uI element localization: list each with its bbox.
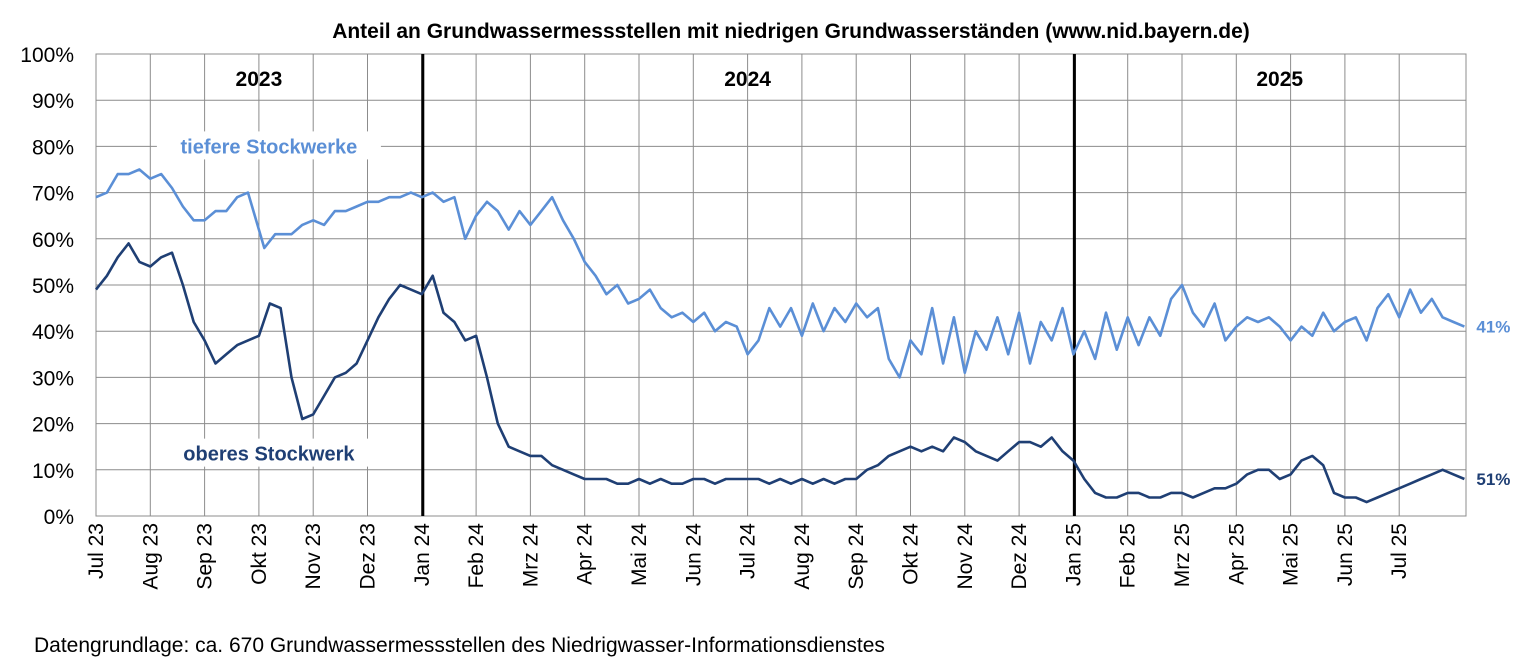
x-tick-label: Mrz 25 — [1171, 523, 1194, 587]
x-axis-ticks: Jul 23 Aug 23 Sep 23 Okt 23 Nov 23 Dez 23 Jan … — [85, 523, 1411, 590]
series-label: oberes Stockwerk — [183, 444, 355, 466]
x-tick-label: Feb 24 — [465, 523, 488, 589]
x-tick-label: Jul 23 — [85, 523, 108, 579]
x-tick-label: Dez 24 — [1008, 523, 1031, 590]
end-label-background — [1472, 314, 1518, 339]
y-tick-label: 60% — [32, 229, 74, 252]
x-tick-label: Jun 24 — [682, 523, 705, 586]
end-label-background — [1472, 467, 1518, 492]
series-line — [95, 168, 1465, 379]
x-tick-label: Jul 24 — [737, 523, 760, 579]
x-tick-label: Okt 24 — [900, 523, 923, 585]
y-tick-label: 10% — [32, 460, 74, 483]
x-tick-label: Aug 24 — [791, 523, 814, 590]
series-label: tiefere Stockwerke — [181, 136, 358, 158]
x-tick-label: Apr 24 — [574, 523, 597, 585]
y-tick-label: 20% — [32, 414, 74, 437]
x-tick-label: Aug 23 — [139, 523, 162, 590]
series-label-background — [156, 131, 381, 160]
x-tick-label: Jan 24 — [411, 523, 434, 586]
x-tick-label: Sep 23 — [194, 523, 217, 590]
x-tick-label: Nov 24 — [954, 523, 977, 590]
year-label: 2023 — [236, 68, 283, 91]
y-tick-label: 70% — [32, 183, 74, 206]
year-dividers — [421, 54, 1076, 516]
year-labels: 2023 2024 2025 — [236, 68, 1304, 91]
y-axis-ticks: 0% 10% 20% 30% 40% 50% 60% 70% 80% 90% 100% — [20, 44, 74, 529]
x-tick-label: Okt 23 — [248, 523, 271, 585]
x-tick-label: Mrz 24 — [519, 523, 542, 588]
series-line — [94, 242, 1465, 504]
chart-title: Anteil an Grundwassermessstellen mit nie… — [332, 20, 1250, 43]
year-label: 2025 — [1256, 68, 1303, 91]
y-tick-label: 90% — [32, 90, 74, 113]
source-note: Datengrundlage: ca. 670 Grundwassermesss… — [34, 634, 885, 657]
x-tick-label: Jun 25 — [1334, 523, 1357, 586]
y-tick-label: 50% — [32, 275, 74, 298]
x-tick-label: Apr 25 — [1225, 523, 1248, 585]
gridlines — [96, 54, 1466, 516]
y-tick-label: 30% — [32, 367, 74, 390]
x-tick-label: Nov 23 — [302, 523, 325, 590]
y-tick-label: 80% — [32, 136, 74, 159]
end-value-label: 51% — [1476, 470, 1510, 489]
end-value-labels: 41% 51% — [1472, 314, 1518, 492]
x-tick-label: Mai 24 — [628, 523, 651, 586]
y-tick-label: 40% — [32, 321, 74, 344]
x-tick-label: Dez 23 — [357, 523, 380, 590]
y-tick-label: 0% — [44, 506, 74, 529]
x-tick-label: Feb 25 — [1117, 523, 1140, 588]
x-tick-label: Sep 24 — [845, 523, 868, 590]
x-tick-label: Jul 25 — [1388, 523, 1411, 579]
series-labels: tiefere Stockwerke oberes Stockwerk — [156, 131, 381, 467]
x-tick-label: Mai 25 — [1280, 523, 1303, 586]
series-lines — [94, 168, 1465, 504]
y-tick-label: 100% — [20, 44, 74, 67]
year-label: 2024 — [724, 68, 771, 91]
end-value-label: 41% — [1476, 318, 1510, 337]
series-label-background — [156, 438, 381, 467]
x-tick-label: Jan 25 — [1062, 523, 1085, 586]
